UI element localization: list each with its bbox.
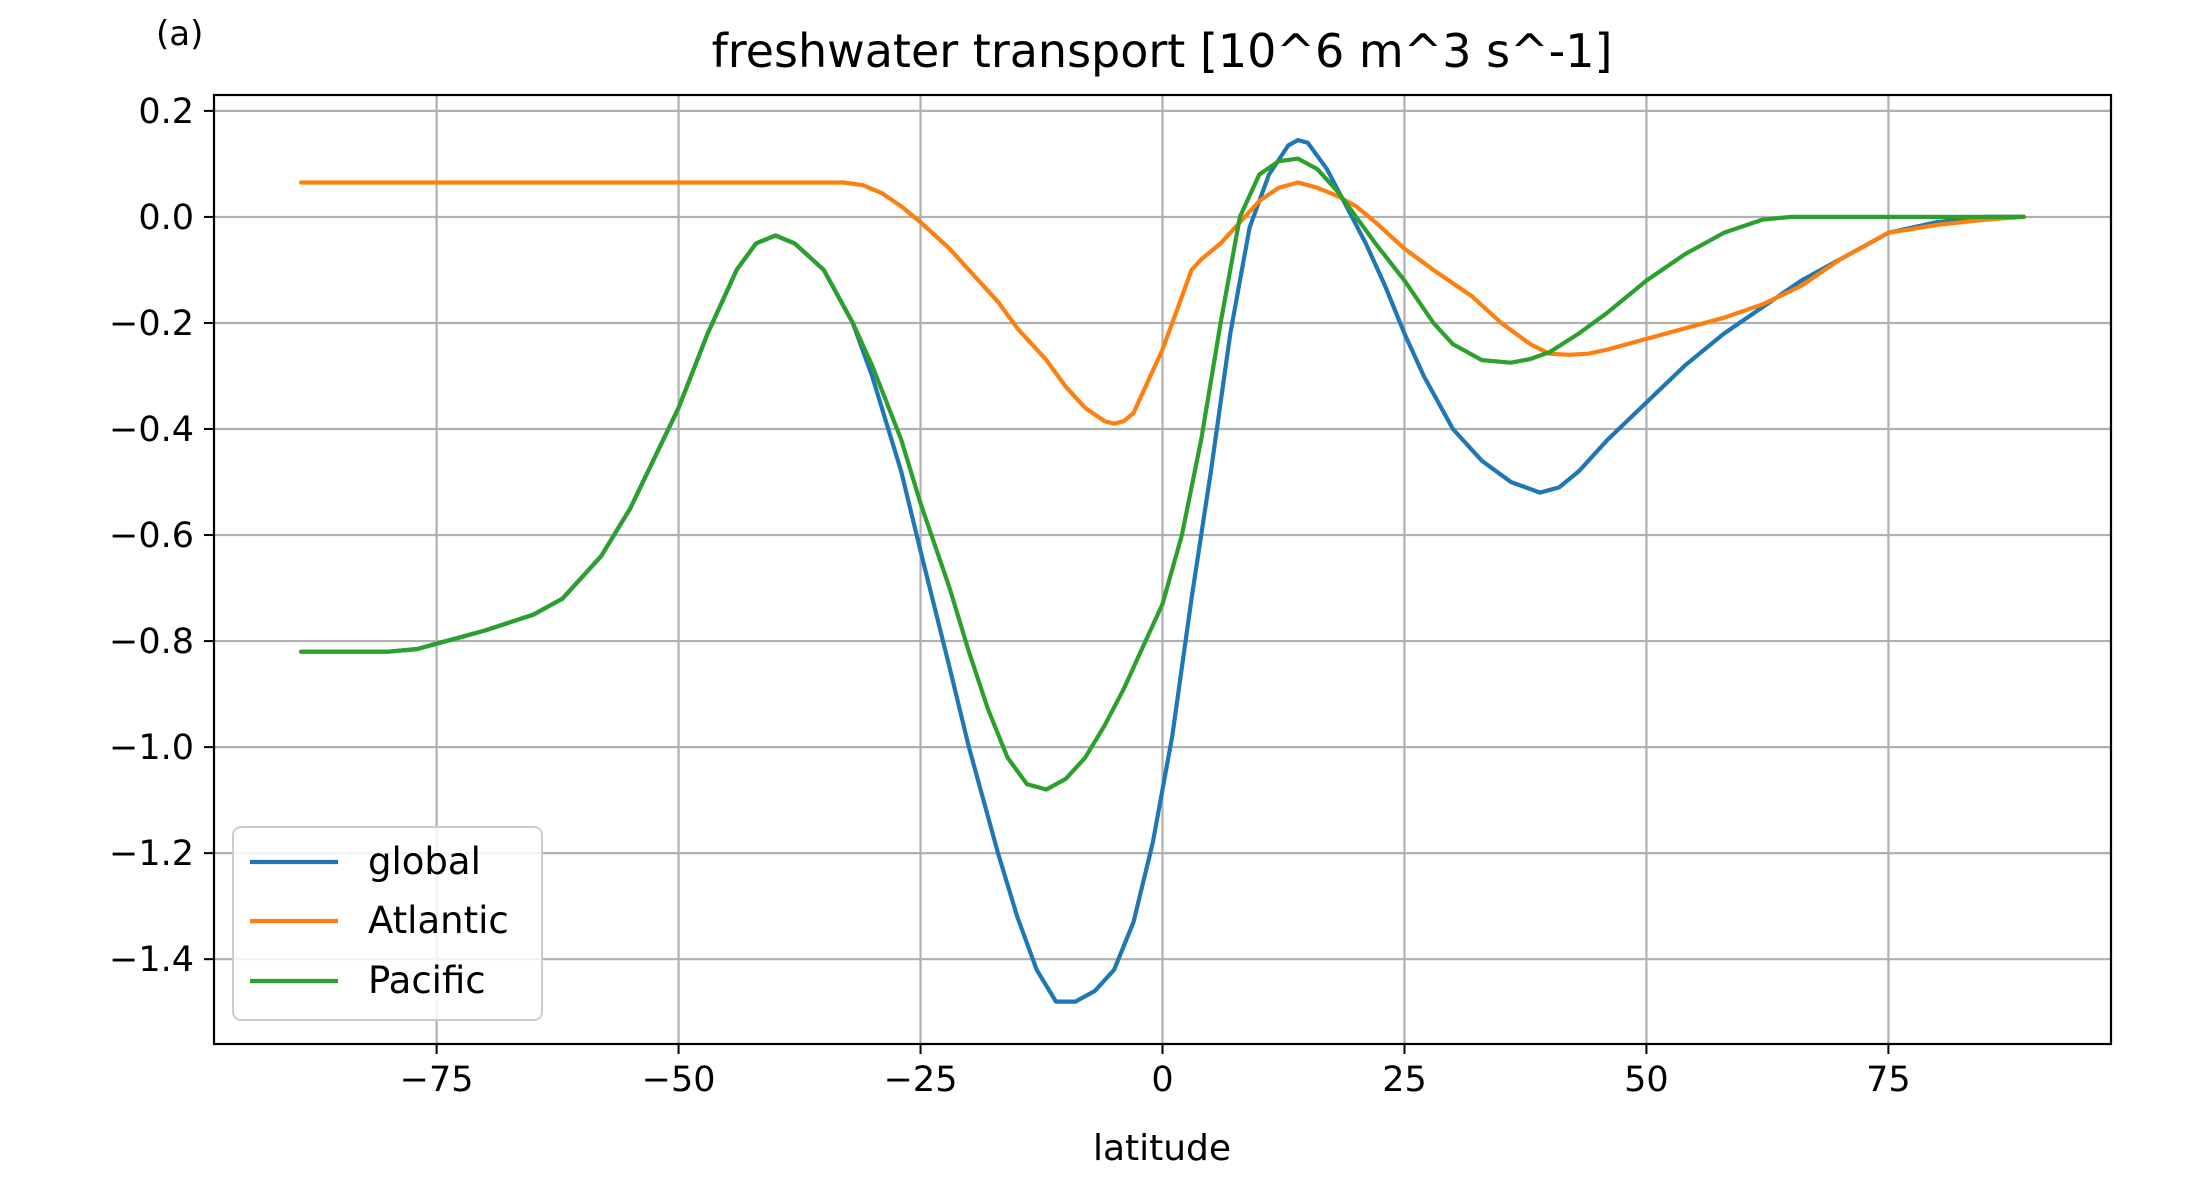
y-tick-label: −1.0 [109,728,194,768]
x-tick-label: 75 [1866,1060,1911,1100]
legend-label-global: global [368,840,481,883]
x-tick-label: 50 [1624,1060,1669,1100]
x-axis-label: latitude [1093,1128,1231,1169]
y-tick-label: −1.4 [109,940,194,980]
axis-ticks: −75 −50 −25 0 25 50 75 0.2 0.0 −0.2 −0.4 −0.6 −0.8 −1… [109,92,1911,1100]
series-line-atlantic [299,180,2027,426]
grid [214,95,2111,1044]
x-tick-label: −25 [884,1060,958,1100]
y-tick-label: −0.2 [109,304,194,344]
series-lines [299,138,2027,1004]
legend-label-pacific: Pacific [368,959,486,1002]
x-tick-label: 25 [1382,1060,1427,1100]
x-tick-label: −75 [400,1060,474,1100]
y-tick-label: 0.0 [138,198,194,238]
legend-box [232,826,543,1021]
panel-label: (a) [156,14,203,54]
legend-label-atlantic: Atlantic [368,899,509,942]
y-tick-label: 0.2 [138,92,194,132]
y-tick-label: −0.8 [109,622,194,662]
series-line-pacific [299,156,2027,792]
y-tick-label: −0.4 [109,410,194,450]
y-tick-label: −0.6 [109,516,194,556]
legend: global Atlantic Pacific [232,826,543,1021]
chart-title: freshwater transport [10^6 m^3 s^-1] [712,24,1613,78]
y-tick-label: −1.2 [109,834,194,874]
x-tick-label: 0 [1151,1060,1173,1100]
x-tick-label: −50 [642,1060,716,1100]
